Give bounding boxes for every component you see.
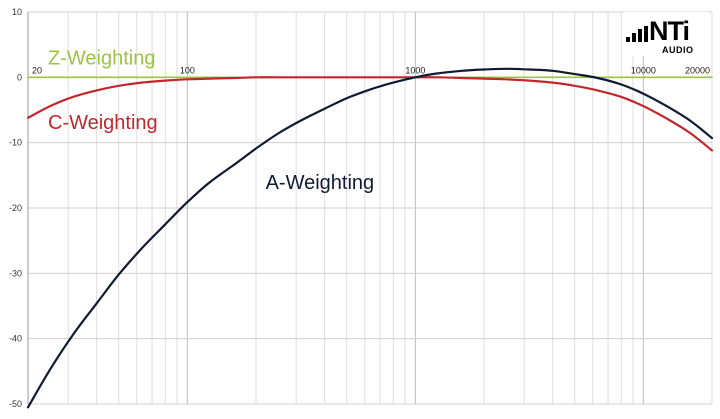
series-line-c-weighting [26, 76, 714, 152]
level-bars-icon [626, 26, 648, 42]
x-tick-label: 20000 [685, 65, 710, 75]
x-tick-label: 1000 [405, 65, 425, 75]
series-label-a-weighting: A-Weighting [266, 172, 375, 194]
logo-sub: AUDIO [662, 45, 694, 55]
y-tick-label: -40 [9, 334, 22, 344]
x-tick-label: 20 [32, 65, 42, 75]
nti-audio-logo: NTi AUDIO [624, 12, 708, 56]
y-tick-label: 10 [12, 7, 22, 17]
y-tick-label: -30 [9, 268, 22, 278]
x-tick-label: 10000 [631, 65, 656, 75]
y-tick-label: -50 [9, 399, 22, 409]
series-label-z-weighting: Z-Weighting [48, 48, 155, 70]
y-tick-label: -10 [9, 138, 22, 148]
x-tick-label: 100 [180, 65, 195, 75]
series-label-c-weighting: C-Weighting [48, 112, 158, 134]
y-tick-label: -20 [9, 203, 22, 213]
y-tick-label: 0 [17, 72, 22, 82]
logo-brand: NTi [649, 16, 690, 46]
series-line-a-weighting [26, 67, 714, 409]
